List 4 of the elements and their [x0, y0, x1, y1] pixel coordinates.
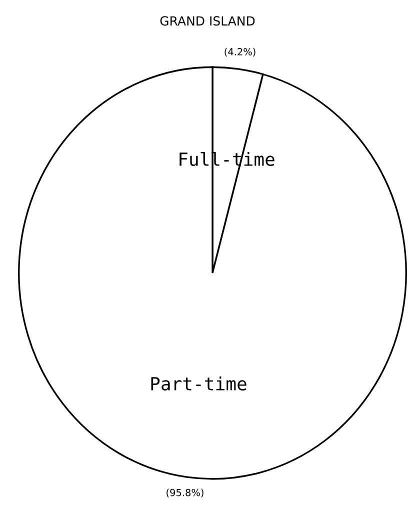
slice-label: Part-time [151, 376, 246, 391]
data-label: (4.2%) [224, 48, 256, 57]
chart-title: GRAND ISLAND [160, 16, 255, 26]
data-label: (95.8%) [166, 488, 204, 498]
